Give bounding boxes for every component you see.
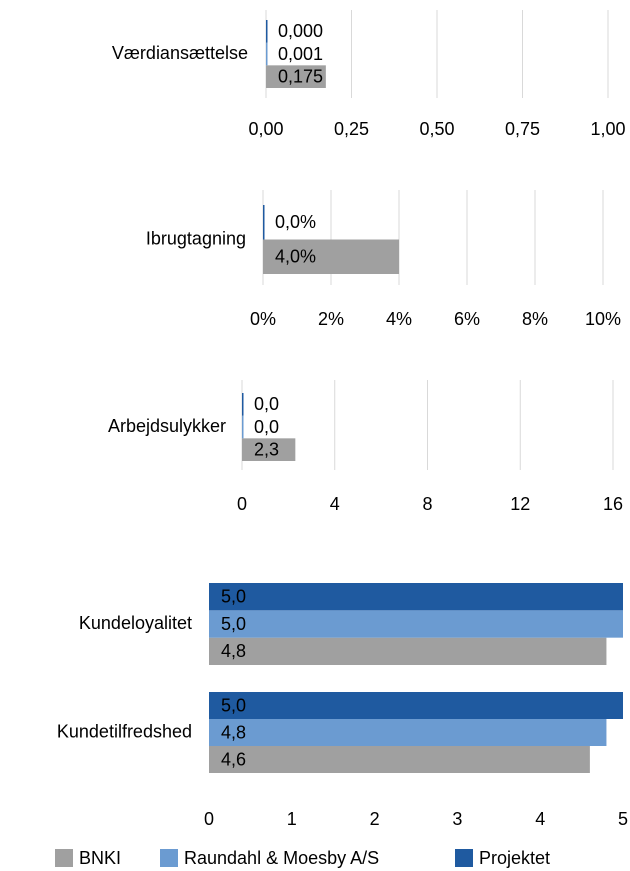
category-label: Ibrugtagning (146, 228, 246, 248)
value-label: 0,0 (254, 417, 279, 437)
value-label: 0,175 (278, 66, 323, 86)
legend-swatch (55, 849, 73, 867)
bar (242, 393, 244, 416)
x-tick-label: 0,25 (334, 119, 369, 139)
x-tick-label: 0 (204, 809, 214, 829)
x-tick-label: 4% (386, 309, 412, 329)
x-tick-label: 2% (318, 309, 344, 329)
value-label: 0,000 (278, 21, 323, 41)
value-label: 4,8 (221, 641, 246, 661)
bar (242, 415, 244, 439)
x-tick-label: 12 (510, 494, 530, 514)
legend-label: BNKI (79, 848, 121, 868)
value-label: 4,0% (275, 247, 316, 267)
x-tick-label: 10% (585, 309, 621, 329)
x-tick-label: 4 (535, 809, 545, 829)
x-tick-label: 0% (250, 309, 276, 329)
x-tick-label: 16 (603, 494, 623, 514)
value-label: 5,0 (221, 695, 246, 715)
bar (263, 239, 399, 274)
bar (266, 65, 326, 88)
x-tick-label: 8% (522, 309, 548, 329)
x-tick-label: 3 (452, 809, 462, 829)
bar (242, 438, 296, 461)
x-tick-label: 4 (330, 494, 340, 514)
x-tick-label: 0,75 (505, 119, 540, 139)
bar (266, 42, 268, 66)
x-tick-label: 8 (422, 494, 432, 514)
category-label: Arbejdsulykker (108, 416, 226, 436)
x-tick-label: 0,50 (419, 119, 454, 139)
bar (209, 746, 590, 773)
bar (209, 637, 607, 665)
bar (209, 719, 607, 746)
value-label: 2,3 (254, 439, 279, 459)
x-tick-label: 6% (454, 309, 480, 329)
x-tick-label: 1,00 (590, 119, 625, 139)
value-label: 0,0% (275, 212, 316, 232)
legend-swatch (455, 849, 473, 867)
category-label: Kundetilfredshed (57, 721, 192, 741)
value-label: 0,001 (278, 44, 323, 64)
x-tick-label: 2 (370, 809, 380, 829)
category-label: Værdiansættelse (112, 43, 248, 63)
x-tick-label: 0,00 (248, 119, 283, 139)
value-label: 5,0 (221, 614, 246, 634)
legend-label: Raundahl & Moesby A/S (184, 848, 379, 868)
value-label: 0,0 (254, 394, 279, 414)
legend-swatch (160, 849, 178, 867)
bar (209, 692, 623, 719)
bar (209, 583, 623, 611)
value-label: 5,0 (221, 586, 246, 606)
x-tick-label: 5 (618, 809, 628, 829)
category-label: Kundeloyalitet (79, 613, 192, 633)
x-tick-label: 1 (287, 809, 297, 829)
value-label: 4,6 (221, 749, 246, 769)
value-label: 4,8 (221, 722, 246, 742)
bar (263, 205, 265, 240)
bar (209, 610, 623, 638)
x-tick-label: 0 (237, 494, 247, 514)
legend-label: Projektet (479, 848, 550, 868)
bar (266, 20, 268, 43)
